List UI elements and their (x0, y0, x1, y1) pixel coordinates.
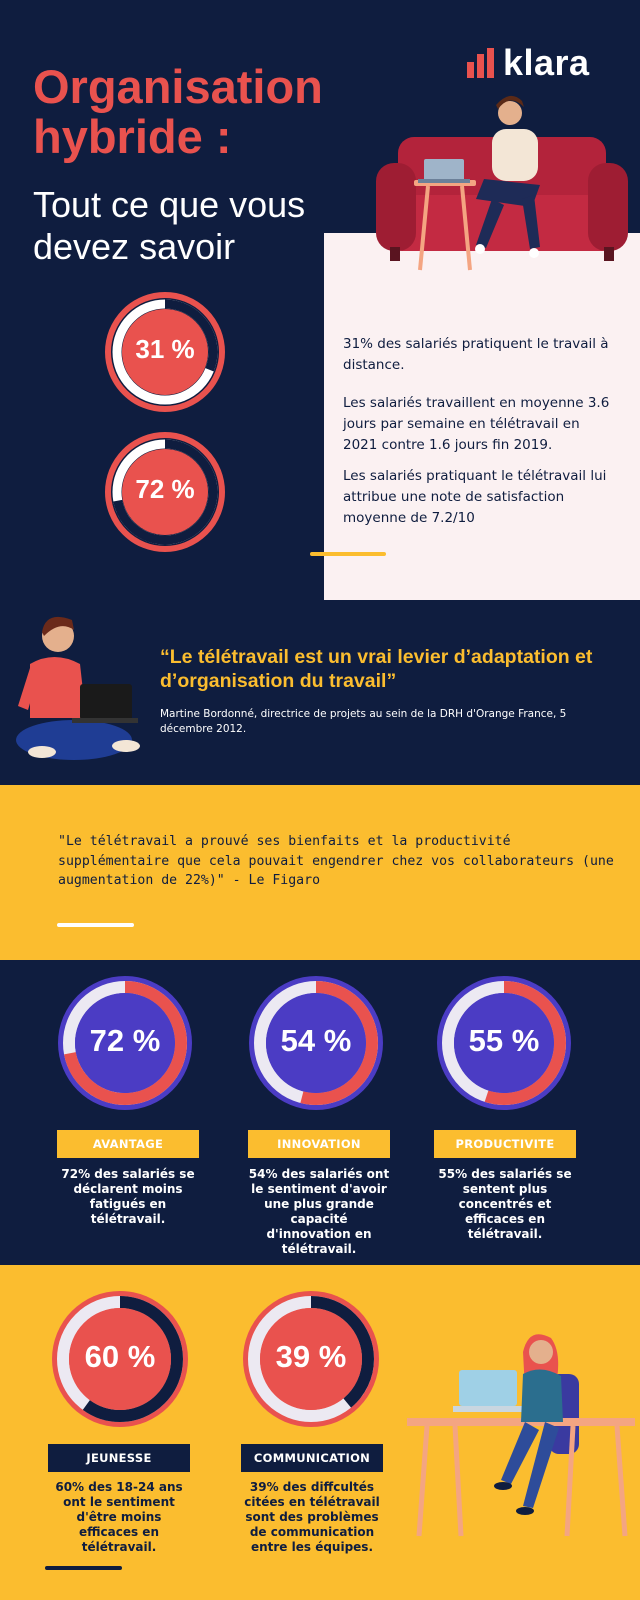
benefit-donut-productivite: 55 % (434, 973, 574, 1113)
donut-ring (52, 1291, 188, 1427)
woman-at-desk-illustration (407, 1334, 635, 1537)
highlight-quote: “Le télétravail est un vrai levier d’ada… (160, 646, 593, 692)
donut-ring (58, 976, 192, 1110)
donut-value: 72 % (135, 474, 195, 504)
tag-communication: COMMUNICATION (241, 1444, 383, 1472)
divider (45, 1566, 122, 1570)
donut-ring (249, 976, 383, 1110)
title-line-2: hybride : (33, 110, 232, 163)
fact-text: Les salariés travaillent en moyenne 3.6 … (343, 395, 610, 453)
benefit-desc: 55% des salariés se sentent plus concent… (438, 1167, 572, 1241)
tag-avantage: AVANTAGE (57, 1130, 199, 1158)
benefit-desc: 54% des salariés ont le sentiment d'avoi… (248, 1167, 390, 1256)
klara-logo[interactable]: klara (467, 42, 590, 84)
benefit-donut-avantage: 72 % (55, 973, 195, 1113)
donut-progress-arc (112, 439, 218, 545)
donut-progress-arc (442, 981, 566, 1105)
stat-donut-31: 31 % (103, 290, 227, 414)
stat-donut-72: 72 % (103, 430, 227, 554)
tag-productivite: PRODUCTIVITE (434, 1130, 576, 1158)
figaro-quote: "Le télétravail a prouvé ses bienfaits e… (58, 834, 614, 888)
donut-ring (105, 292, 225, 412)
donut-value: 54 % (280, 1023, 352, 1058)
challenge-desc: 39% des diffcultés citées en télétravail… (244, 1480, 380, 1554)
donut-progress-arc (254, 981, 378, 1105)
man-with-laptop-illustration (16, 616, 140, 760)
tag-innovation: INNOVATION (248, 1130, 390, 1158)
challenge-desc: 60% des 18-24 ans ont le sentiment d'êtr… (55, 1480, 183, 1554)
page-subtitle: Tout ce que vous devez savoir (33, 184, 306, 267)
facts-panel (324, 233, 640, 600)
title-line-1: Organisation (33, 60, 323, 113)
fact-text: Les salariés pratiquant le télétravail l… (343, 468, 607, 526)
donut-ring (437, 976, 571, 1110)
logo-bars-icon (467, 48, 494, 78)
donut-progress-arc (112, 299, 218, 405)
benefit-desc: 72% des salariés se déclarent moins fati… (61, 1167, 195, 1226)
figaro-section (0, 785, 640, 960)
donut-value: 60 % (84, 1339, 156, 1374)
fact-text: 31% des salariés pratiquent le travail à… (343, 336, 609, 373)
donut-progress-arc (248, 1296, 374, 1422)
challenge-donut-communication: 39 % (240, 1288, 382, 1430)
donut-ring (243, 1291, 379, 1427)
page-title: Organisation hybride : (33, 62, 323, 162)
donut-ring (105, 432, 225, 552)
divider (57, 923, 134, 927)
tag-jeunesse: JEUNESSE (48, 1444, 190, 1472)
donut-value: 31 % (135, 334, 195, 364)
challenge-donut-jeunesse: 60 % (49, 1288, 191, 1430)
logo-text: klara (503, 42, 590, 83)
donut-progress-arc (63, 981, 187, 1105)
donut-progress-arc (57, 1296, 183, 1422)
donut-value: 72 % (89, 1023, 161, 1058)
donut-value: 55 % (468, 1023, 540, 1058)
donut-value: 39 % (275, 1339, 347, 1374)
divider (310, 552, 386, 556)
quote-author: Martine Bordonné, directrice de projets … (160, 708, 567, 735)
benefit-donut-innovation: 54 % (246, 973, 386, 1113)
man-on-sofa-illustration (376, 95, 628, 271)
